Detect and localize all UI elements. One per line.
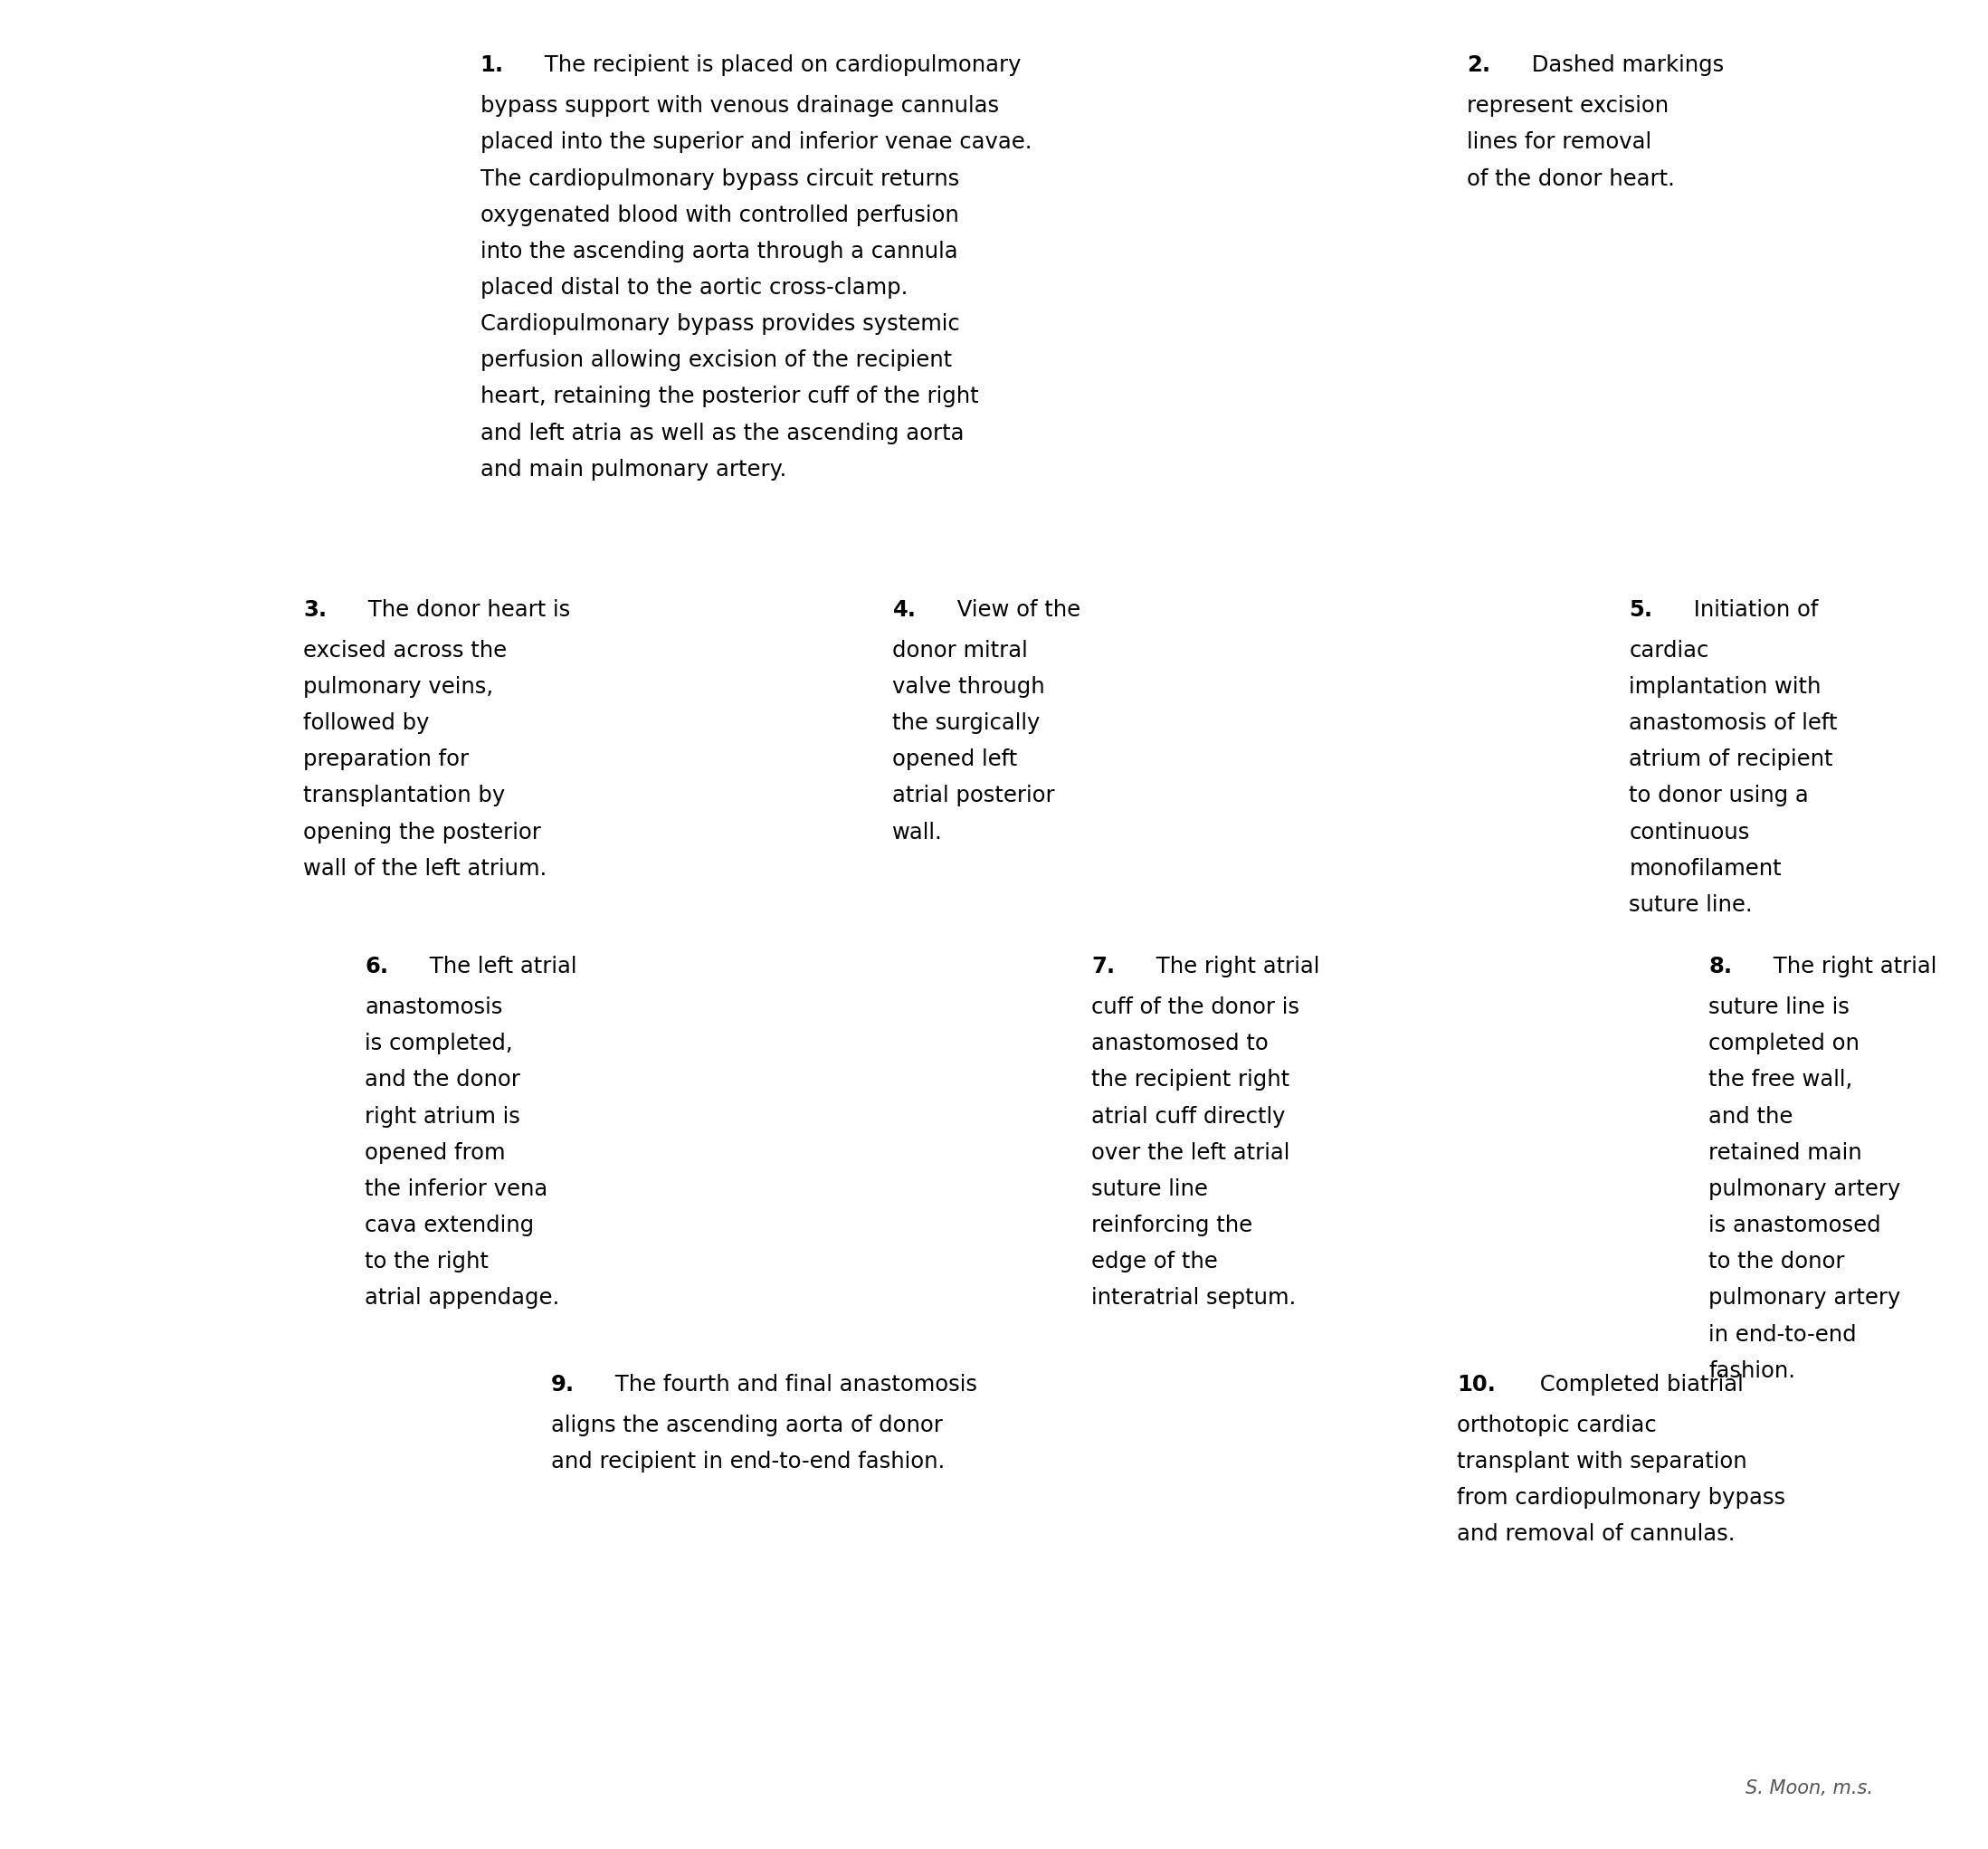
Text: The recipient is placed on cardiopulmonary: The recipient is placed on cardiopulmona… xyxy=(537,54,1022,76)
Text: excised across the
pulmonary veins,
followed by
preparation for
transplantation : excised across the pulmonary veins, foll… xyxy=(302,640,547,880)
Text: cuff of the donor is
anastomosed to
the recipient right
atrial cuff directly
ove: cuff of the donor is anastomosed to the … xyxy=(1091,997,1300,1309)
Text: 1.: 1. xyxy=(481,54,503,76)
Text: 3.: 3. xyxy=(302,599,326,621)
Text: 6.: 6. xyxy=(366,956,388,978)
Text: orthotopic cardiac
transplant with separation
from cardiopulmonary bypass
and re: orthotopic cardiac transplant with separ… xyxy=(1457,1414,1785,1546)
Text: 4.: 4. xyxy=(893,599,916,621)
Text: donor mitral
valve through
the surgically
opened left
atrial posterior
wall.: donor mitral valve through the surgicall… xyxy=(893,640,1056,843)
Text: View of the: View of the xyxy=(950,599,1081,621)
Text: bypass support with venous drainage cannulas
placed into the superior and inferi: bypass support with venous drainage cann… xyxy=(481,96,1032,481)
Text: 7.: 7. xyxy=(1091,956,1115,978)
Text: suture line is
completed on
the free wall,
and the
retained main
pulmonary arter: suture line is completed on the free wal… xyxy=(1710,997,1901,1381)
Text: 8.: 8. xyxy=(1710,956,1732,978)
Text: 2.: 2. xyxy=(1467,54,1491,76)
Text: 5.: 5. xyxy=(1630,599,1652,621)
Text: Initiation of: Initiation of xyxy=(1686,599,1819,621)
Text: The right atrial: The right atrial xyxy=(1767,956,1936,978)
Text: 10.: 10. xyxy=(1457,1374,1497,1396)
Text: The right atrial: The right atrial xyxy=(1149,956,1320,978)
Text: anastomosis
is completed,
and the donor
right atrium is
opened from
the inferior: anastomosis is completed, and the donor … xyxy=(366,997,559,1309)
Text: The fourth and final anastomosis: The fourth and final anastomosis xyxy=(608,1374,978,1396)
Text: Completed biatrial: Completed biatrial xyxy=(1533,1374,1743,1396)
Text: The donor heart is: The donor heart is xyxy=(362,599,571,621)
Text: cardiac
implantation with
anastomosis of left
atrium of recipient
to donor using: cardiac implantation with anastomosis of… xyxy=(1630,640,1837,915)
Text: represent excision
lines for removal
of the donor heart.: represent excision lines for removal of … xyxy=(1467,96,1676,190)
Text: S. Moon, m.s.: S. Moon, m.s. xyxy=(1745,1779,1873,1797)
Text: 9.: 9. xyxy=(551,1374,575,1396)
Text: Dashed markings: Dashed markings xyxy=(1525,54,1724,76)
Text: The left atrial: The left atrial xyxy=(421,956,577,978)
Text: aligns the ascending aorta of donor
and recipient in end-to-end fashion.: aligns the ascending aorta of donor and … xyxy=(551,1414,944,1472)
